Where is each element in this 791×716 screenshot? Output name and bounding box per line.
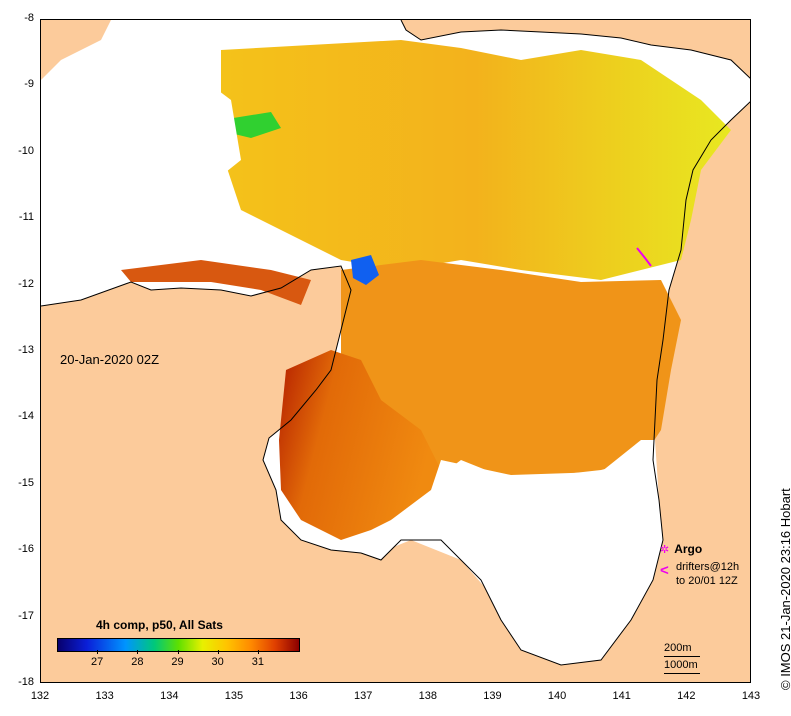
x-tick-label: 142 [677, 690, 696, 702]
colorbar-tick-mark [97, 650, 99, 654]
y-tick-label: -8 [24, 12, 34, 24]
colorbar-tick-mark [217, 650, 219, 654]
colorbar-tick-label: 29 [171, 656, 184, 668]
date-label: 20-Jan-2020 02Z [60, 352, 160, 367]
y-tick-label: -13 [18, 344, 34, 356]
contour-legend: 200m 1000m [664, 640, 700, 674]
y-tick-label: -15 [18, 476, 34, 489]
y-tick-label: -11 [18, 211, 34, 224]
x-tick-label: 132 [30, 690, 50, 702]
drifter-track [636, 247, 652, 267]
credit-text: © IMOS 21-Jan-2020 23:16 Hobart [778, 488, 791, 690]
y-tick-label: -9 [24, 78, 34, 91]
argo-label: Argo [674, 542, 703, 556]
no-data-cloud-west [41, 60, 241, 250]
colorbar-tick-label: 31 [251, 656, 264, 668]
x-tick-label: 134 [160, 690, 179, 702]
drifter-icon: < [660, 562, 669, 579]
sst-west-gulf [279, 350, 441, 540]
no-data-gulf-south [386, 440, 659, 660]
y-tick-label: -17 [18, 609, 34, 622]
contour-200m-label: 200m [664, 640, 700, 657]
drifters-legend: < drifters@12h to 20/01 12Z [660, 560, 739, 588]
colorbar-tick-label: 27 [91, 656, 104, 668]
sst-map [40, 19, 751, 683]
y-tick-label: -16 [18, 543, 34, 556]
land-new-guinea [401, 20, 750, 79]
colorbar-tick-mark [257, 650, 259, 654]
land-northwest-strip [41, 20, 111, 80]
land-northern-territory [41, 266, 361, 682]
colorbar-tick-mark [177, 650, 179, 654]
x-tick-label: 139 [483, 690, 502, 702]
x-tick-label: 136 [289, 690, 308, 702]
colorbar-tick-label: 30 [211, 656, 224, 668]
y-tick-label: -10 [18, 144, 34, 157]
y-tick-label: -12 [18, 277, 34, 290]
y-tick-label: -14 [18, 410, 34, 423]
contour-1000m-label: 1000m [664, 657, 700, 674]
x-tick-label: 135 [224, 690, 244, 702]
colorbar-tick-label: 28 [131, 656, 144, 668]
x-tick-label: 140 [547, 690, 567, 702]
sst-map-canvas [41, 20, 750, 682]
y-tick-label: -18 [18, 676, 34, 688]
colorbar-tick-mark [137, 650, 139, 654]
sst-north-band [221, 40, 731, 280]
x-tick-label: 141 [612, 690, 631, 702]
sst-cool-patch [351, 255, 379, 285]
argo-icon: ✲ [660, 544, 670, 556]
colorbar-title: 4h comp, p50, All Sats [96, 618, 223, 632]
drifters-line1: drifters@12h [676, 561, 740, 573]
x-tick-label: 137 [353, 690, 373, 702]
x-tick-label: 138 [418, 690, 437, 702]
argo-legend: ✲ Argo [660, 542, 702, 556]
sst-west-strip [121, 260, 311, 305]
drifters-line2: to 20/01 12Z [676, 575, 738, 587]
land-cape-york [361, 101, 750, 682]
x-tick-label: 143 [741, 690, 761, 702]
x-tick-label: 133 [95, 690, 114, 702]
colorbar [57, 638, 300, 652]
